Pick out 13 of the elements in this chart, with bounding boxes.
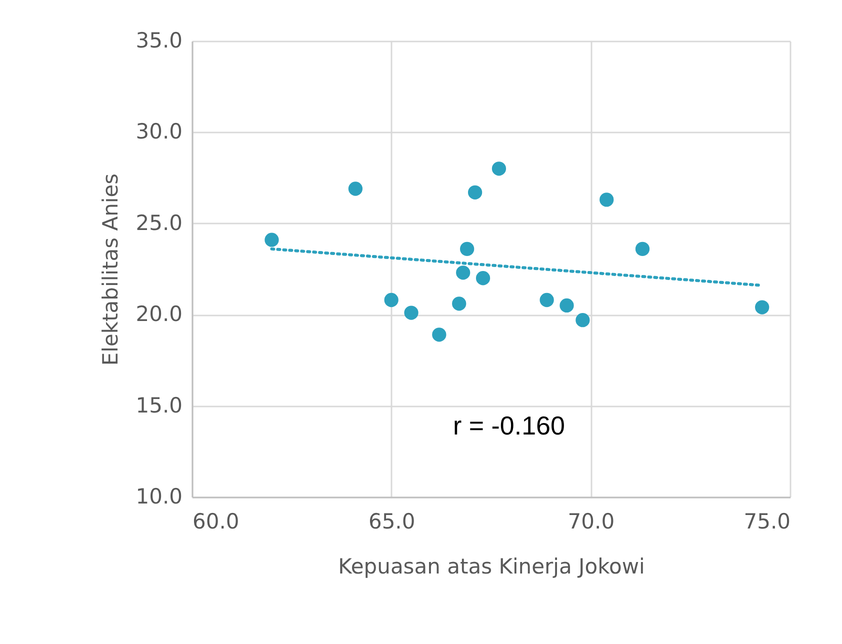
x-tick-label: 70.0 [568, 510, 615, 534]
x-tick-label: 60.0 [192, 510, 240, 534]
annotation: r = -0.160 [452, 410, 565, 440]
y-axis-title: Elektabilitas Anies [98, 173, 123, 366]
y-tick-label: 25.0 [136, 210, 182, 235]
y-tick-label: 10.0 [136, 484, 182, 508]
x-tick-label: 75.0 [744, 510, 790, 534]
y-tick-label: 35.0 [136, 28, 182, 52]
y-tick-label: 30.0 [136, 120, 182, 144]
y-tick-label: 15.0 [136, 393, 182, 418]
x-axis-title: Kepuasan atas Kinerja Jokowi [338, 554, 645, 578]
y-tick-label: 20.0 [136, 302, 182, 326]
x-tick-label: 65.0 [368, 510, 416, 534]
